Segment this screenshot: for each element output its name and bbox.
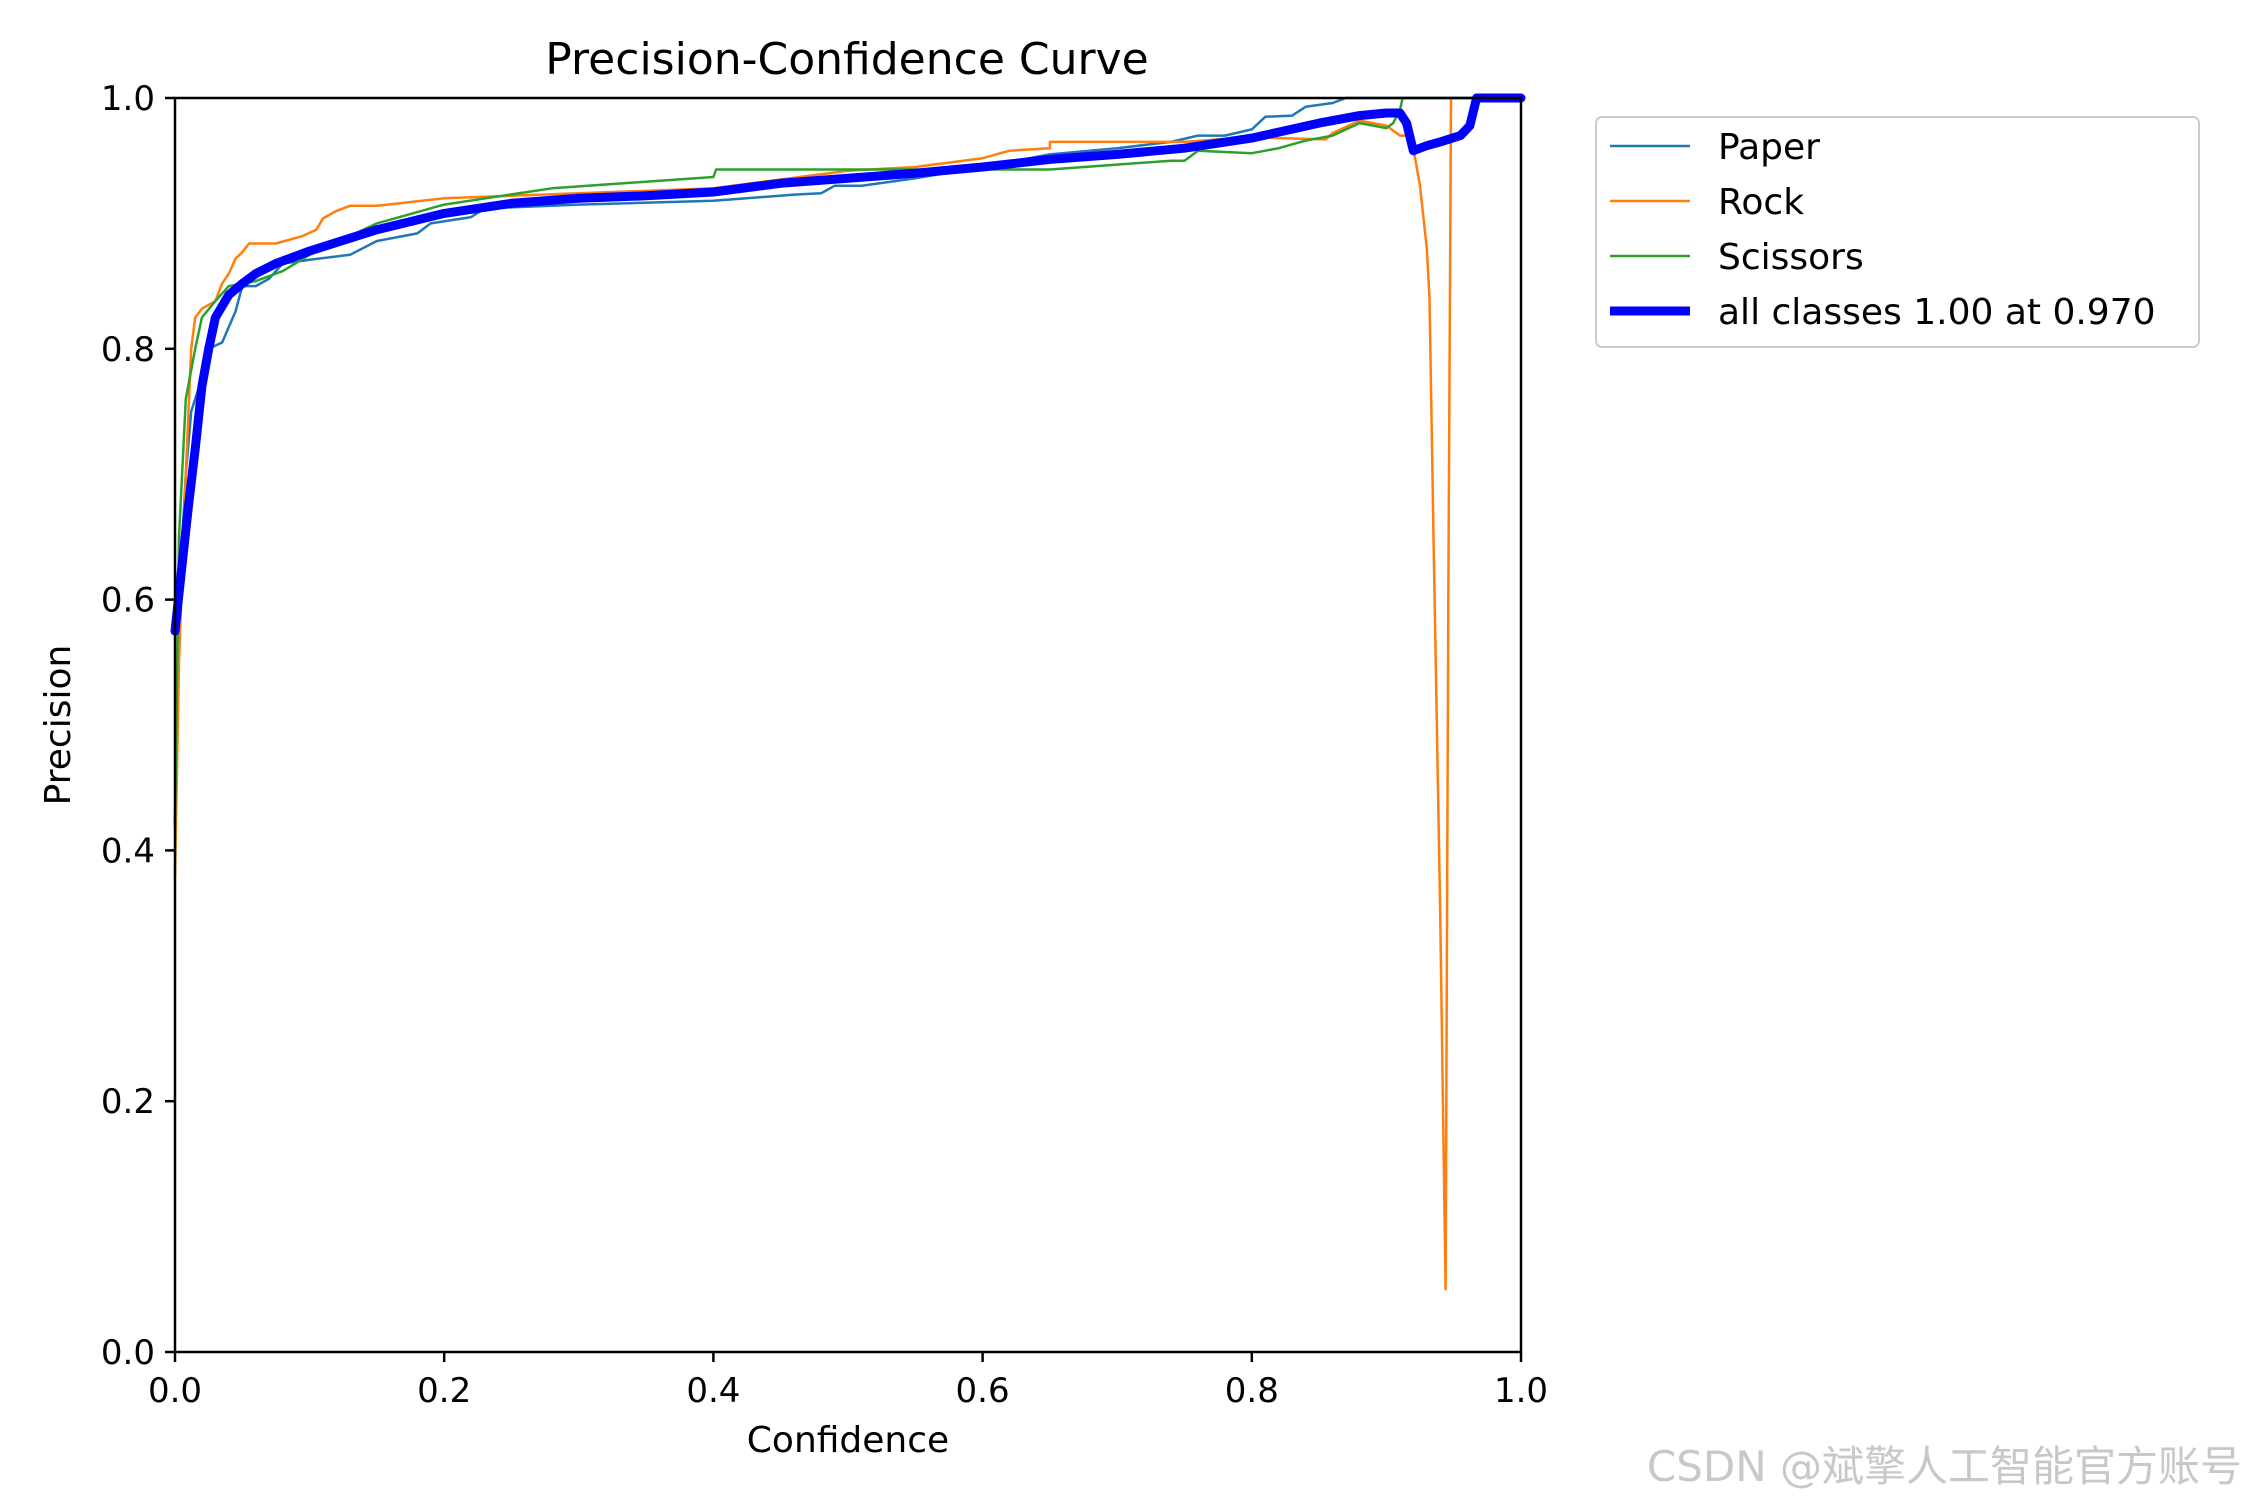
legend-label: Scissors bbox=[1718, 237, 1864, 278]
legend-box bbox=[1595, 116, 2200, 348]
legend-label: Paper bbox=[1718, 127, 1820, 168]
y-tick-label: 0.4 bbox=[101, 831, 155, 871]
y-tick-label: 1.0 bbox=[101, 79, 155, 119]
x-tick-label: 0.6 bbox=[956, 1371, 1010, 1411]
y-tick-label: 0.8 bbox=[101, 330, 155, 370]
legend-label: Rock bbox=[1718, 182, 1804, 223]
series-line-1 bbox=[173, 96, 1523, 1291]
plot-lines bbox=[170, 93, 1526, 1291]
plot-frame bbox=[173, 96, 1523, 1354]
x-axis-label: Confidence bbox=[747, 1420, 949, 1461]
y-tick-label: 0.0 bbox=[101, 1333, 155, 1373]
watermark: CSDN @斌擎人工智能官方账号 bbox=[1646, 1442, 2242, 1491]
axes: 0.0 0.2 0.4 0.6 0.8 1.0 0.0 0.2 0.4 0.6 0.8 1.0 bbox=[101, 79, 1548, 1411]
y-tick-label: 0.6 bbox=[101, 581, 155, 621]
series-line-2 bbox=[173, 96, 1523, 827]
legend: Paper Rock Scissors all classes 1.00 at 0.9… bbox=[1595, 116, 2200, 348]
x-tick-label: 0.4 bbox=[686, 1371, 740, 1411]
y-axis-label: Precision bbox=[38, 645, 79, 806]
series-line-0 bbox=[173, 96, 1523, 827]
x-tick-label: 0.0 bbox=[148, 1371, 202, 1411]
x-tick-label: 0.2 bbox=[417, 1371, 471, 1411]
y-tick-label: 0.2 bbox=[101, 1082, 155, 1122]
x-tick-label: 0.8 bbox=[1225, 1371, 1279, 1411]
legend-label: all classes 1.00 at 0.970 bbox=[1718, 292, 2156, 333]
series-line-3 bbox=[170, 93, 1526, 636]
x-tick-label: 1.0 bbox=[1494, 1371, 1548, 1411]
chart-title: Precision-Confidence Curve bbox=[545, 34, 1148, 85]
